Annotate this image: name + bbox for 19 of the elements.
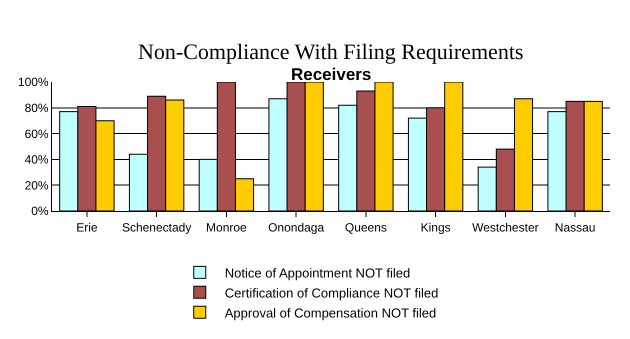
legend-label: Notice of Appointment NOT filed [224,265,410,280]
y-tick-label: 0% [31,204,49,218]
chart-subtitle: Receivers [291,65,372,84]
x-tick-label: Schenectady [122,220,192,234]
x-tick-label: Westchester [472,220,539,234]
x-tick-label: Erie [76,220,98,234]
x-tick-label: Queens [344,220,387,234]
y-tick-label: 40% [24,152,49,167]
x-tick-label: Kings [420,220,451,234]
chart-title: Non-Compliance With Filing Requirements [138,39,524,64]
legend-label: Certification of Compliance NOT filed [224,285,438,300]
x-tick-label: Nassau [554,220,596,234]
y-tick-label: 60% [24,126,49,141]
legend-label: Approval of Compensation NOT filed [224,305,436,320]
x-tick-label: Onondaga [268,220,324,234]
y-tick-label: 20% [24,178,49,192]
y-tick-label: 80% [24,101,49,115]
y-tick-label: 100% [18,75,49,90]
x-tick-label: Monroe [206,220,248,234]
